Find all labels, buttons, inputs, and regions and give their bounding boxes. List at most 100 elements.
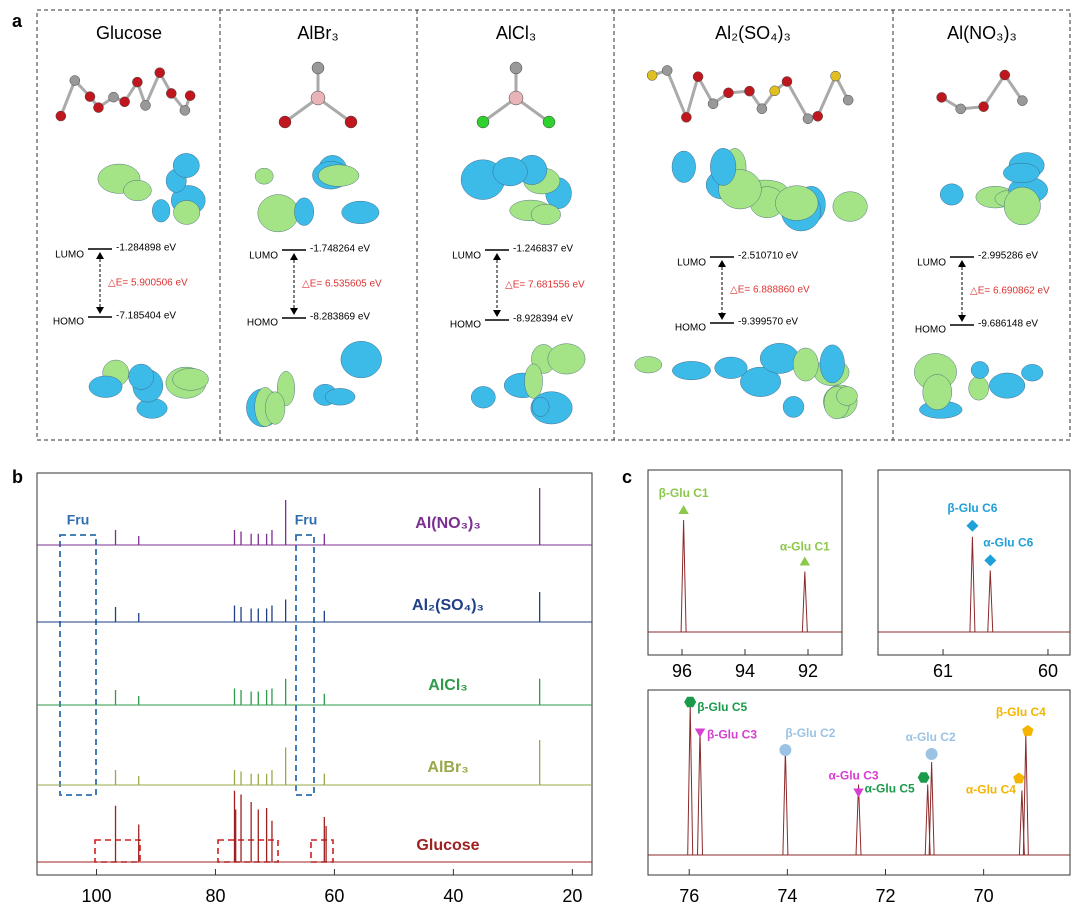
orbital-lobe [492,157,528,187]
peak [687,704,694,856]
orbital-lobe [123,179,152,201]
peak [987,570,994,633]
arrow-head [958,260,966,322]
bond [144,72,162,106]
peak-label: β-Glu C5 [697,700,747,714]
orbital-lobe [531,397,550,417]
lumo-label: LUMO [917,258,946,269]
orbital-lobe [710,148,737,186]
compound-name: Glucose [96,23,162,43]
peak-marker [678,505,689,514]
atom [756,103,768,114]
orbital-lobe [254,167,274,185]
orbital [671,148,868,232]
orbital-lobe [740,366,781,397]
inset-axes [647,689,1071,876]
orbital-lobe [968,376,989,401]
orbital-lobe [88,375,123,398]
spectrum-label: AlBr₃ [427,759,468,776]
orbital-lobe [1003,162,1040,184]
atom [132,76,143,88]
peak-marker [799,556,810,566]
orbital [88,359,209,419]
peak [928,761,935,856]
x-tick-label: 61 [933,661,953,681]
bond [684,76,700,118]
lumo-energy: -2.995286 eV [978,251,1038,262]
energy-gap: △E= 6.888860 eV [730,285,810,296]
orbital-lobe [672,361,711,381]
panel-label: b [12,467,23,487]
homo-label: HOMO [450,320,481,331]
atom [119,96,130,108]
x-tick-label: 74 [777,886,797,906]
homo-energy: -7.185404 eV [116,311,176,322]
x-tick-label: 92 [798,661,818,681]
energy-gap: △E= 6.535605 eV [302,279,382,290]
orbital-lobe [524,363,543,399]
panel-label: c [622,467,632,487]
atom [69,75,81,86]
atom [311,61,325,75]
column-dividers [219,10,894,440]
atom [646,70,658,81]
energy-gap: △E= 5.900506 eV [108,278,188,289]
atom [55,110,67,122]
spectrum-label: Al₂(SO₄)₃ [412,597,484,614]
x-tick-label: 72 [875,886,895,906]
atom [84,91,96,102]
atom [166,88,177,99]
peak-label: α-Glu C3 [828,769,878,783]
orbital-lobe [128,363,154,390]
arrow-head [718,260,726,320]
compound-name: Al₂(SO₄)₃ [715,23,791,43]
peak-label: β-Glu C3 [707,728,757,742]
peak-label: α-Glu C1 [780,540,830,554]
atom [692,71,704,82]
homo-label: HOMO [247,318,278,329]
lumo-label: LUMO [677,258,706,269]
molecule [476,61,556,129]
peak [855,784,862,856]
atom [93,102,104,113]
x-tick-label: 94 [735,661,755,681]
peak [697,730,704,856]
orbital-lobe [634,356,663,374]
x-tick-label: 80 [205,886,225,906]
inset-axes [877,469,1071,656]
orbital [471,343,586,425]
orbital-lobe [836,386,858,406]
atom [140,100,151,111]
lumo-energy: -2.510710 eV [738,251,798,262]
peak-marker [1022,725,1034,736]
atom [681,112,692,123]
peak-marker [684,696,697,708]
orbital-lobe [922,374,953,411]
molecule [55,67,196,122]
atom [769,85,780,97]
peak-marker [1013,772,1025,784]
orbital-lobe [1003,186,1041,226]
orbital [97,153,206,225]
peak-label: β-Glu C2 [785,726,835,740]
atom [310,90,326,106]
spectrum-label: Glucose [416,837,479,854]
energy-gap: △E= 6.690862 eV [970,286,1050,297]
panel-a-frame [36,9,1071,441]
x-tick-label: 60 [1038,661,1058,681]
atom [978,101,989,112]
arrow-head [493,253,501,317]
atom [781,76,793,87]
orbital-lobe [547,343,586,375]
homo-energy: -9.399570 eV [738,317,798,328]
x-tick-label: 20 [562,886,582,906]
orbital [460,155,572,225]
glucose-boxes [94,839,334,863]
lumo-label: LUMO [55,250,84,261]
orbital-lobe [530,204,561,225]
x-tick-label: 76 [679,886,699,906]
orbital-lobe [819,344,845,384]
lumo-energy: -1.748264 eV [310,244,370,255]
homo-label: HOMO [53,317,84,328]
peak-marker [694,728,706,738]
